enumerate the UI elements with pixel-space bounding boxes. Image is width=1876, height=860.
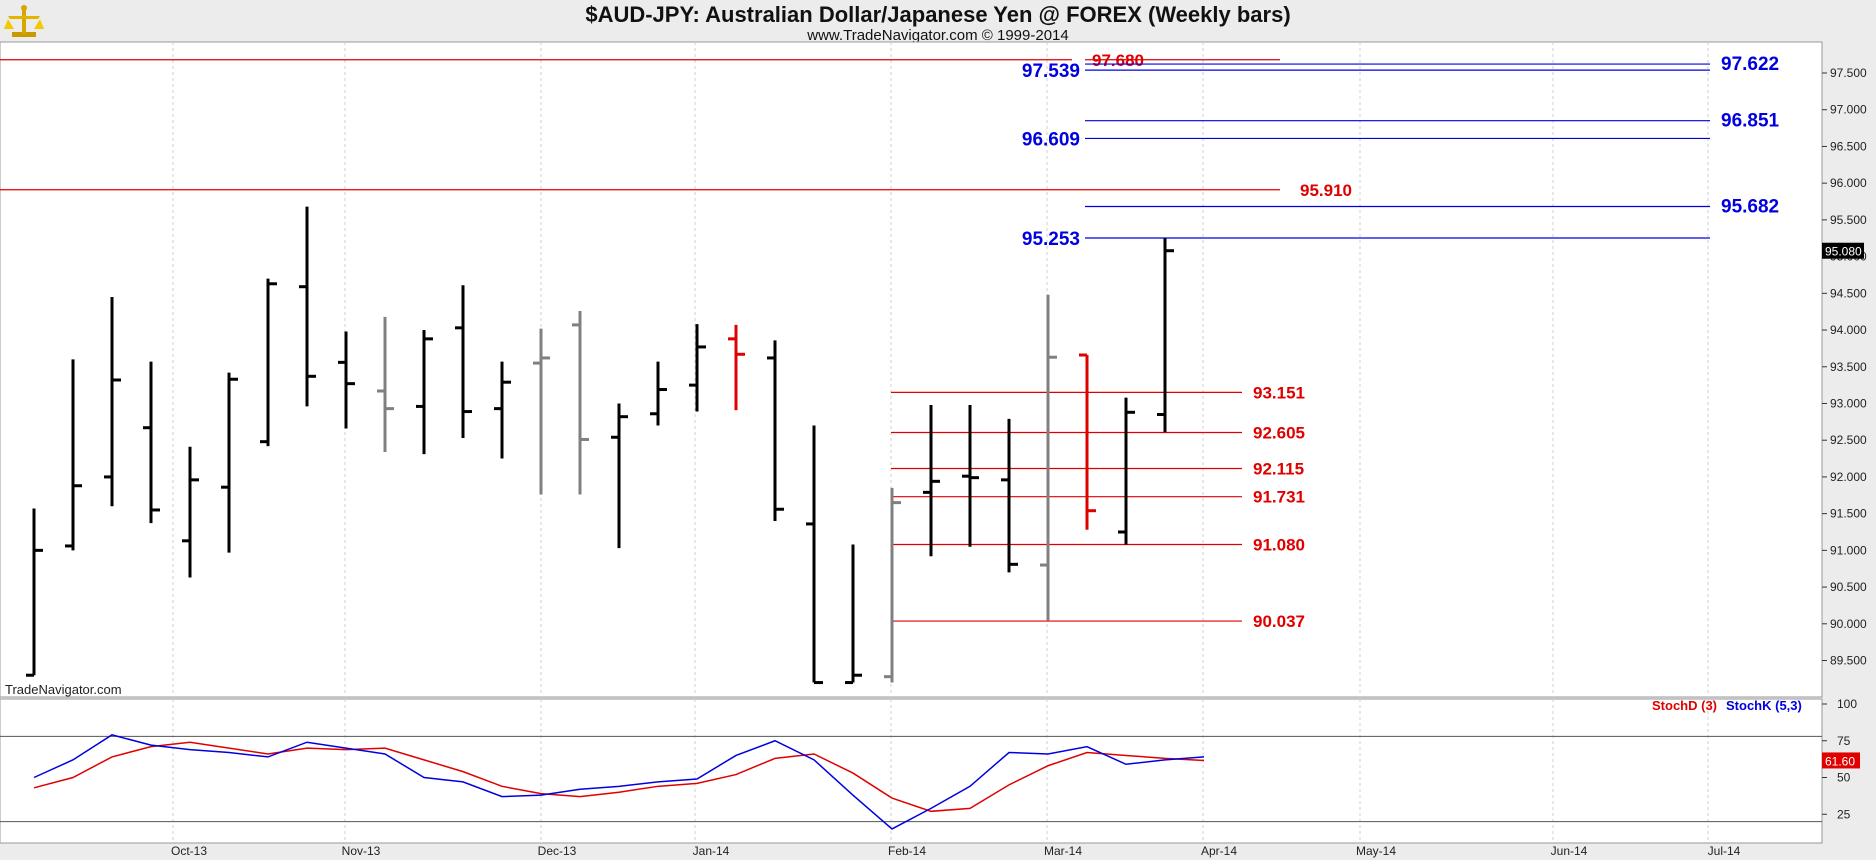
ohlc-bar — [377, 316, 394, 452]
stoch-last-value-label: 61.60 — [1825, 754, 1855, 768]
y-tick-label: 93.500 — [1830, 360, 1867, 374]
x-tick-label: Jan-14 — [693, 844, 730, 858]
ohlc-bar — [143, 361, 160, 524]
ohlc-bar — [1118, 397, 1135, 545]
fib-label-red: 95.910 — [1300, 181, 1352, 200]
ohlc-bar — [611, 403, 628, 549]
stoch-d-line — [33, 741, 1205, 813]
last-price-label: 95.080 — [1825, 245, 1862, 259]
y-tick-label: 92.500 — [1830, 433, 1867, 447]
x-tick-label: Feb-14 — [888, 844, 926, 858]
ohlc-bar — [572, 310, 589, 495]
y-tick-label: 89.500 — [1830, 654, 1867, 668]
ohlc-bar — [455, 285, 472, 438]
stoch-y-tick-label: 50 — [1837, 771, 1851, 785]
fib-label-blue: 97.539 — [1022, 61, 1080, 82]
ohlc-bar — [884, 487, 901, 683]
ohlc-bar — [299, 206, 316, 407]
x-tick-label: Apr-14 — [1201, 844, 1237, 858]
watermark-label: TradeNavigator.com — [5, 682, 122, 697]
y-tick-label: 96.500 — [1830, 139, 1867, 153]
y-tick-label: 95.500 — [1830, 213, 1867, 227]
ohlc-bar — [845, 544, 862, 685]
x-tick-label: Mar-14 — [1044, 844, 1082, 858]
ohlc-bar — [1001, 418, 1018, 573]
stoch-y-tick-label: 75 — [1837, 734, 1851, 748]
legend-stochk: StochK (5,3) — [1726, 698, 1802, 713]
fib-label-blue: 95.682 — [1721, 197, 1779, 218]
y-tick-label: 90.500 — [1830, 580, 1867, 594]
fib-label-red: 93.151 — [1253, 383, 1305, 402]
x-tick-label: Jul-14 — [1708, 844, 1741, 858]
stoch-last-value-tag — [1822, 752, 1860, 769]
ohlc-bar — [26, 508, 43, 677]
y-tick-label: 94.000 — [1830, 323, 1867, 337]
ohlc-bar — [182, 446, 199, 578]
ohlc-bar — [1157, 238, 1174, 433]
y-tick-label: 94.500 — [1830, 286, 1867, 300]
ohlc-bar — [767, 340, 784, 521]
stoch-y-tick-label: 100 — [1837, 697, 1857, 711]
ohlc-bar — [728, 324, 745, 411]
y-tick-label: 97.500 — [1830, 66, 1867, 80]
stoch-y-tick-label: 25 — [1837, 807, 1851, 821]
fib-label-blue: 96.609 — [1022, 129, 1080, 150]
x-tick-label: Dec-13 — [538, 844, 577, 858]
legend-stochd: StochD (3) — [1652, 698, 1717, 713]
x-tick-label: May-14 — [1356, 844, 1396, 858]
ohlc-bar — [416, 330, 433, 455]
ohlc-bar — [650, 361, 667, 426]
scales-logo-icon — [4, 5, 44, 37]
ohlc-bar — [923, 404, 940, 557]
last-price-tag — [1822, 242, 1864, 259]
x-tick-label: Oct-13 — [171, 844, 207, 858]
ohlc-bar — [1079, 353, 1096, 530]
y-tick-label: 90.000 — [1830, 617, 1867, 631]
ohlc-bar — [533, 328, 550, 495]
ohlc-bar — [689, 324, 706, 412]
y-tick-label: 91.000 — [1830, 543, 1867, 557]
fib-label-red: 92.605 — [1253, 423, 1305, 442]
ohlc-bar — [104, 296, 121, 507]
y-tick-label: 93.000 — [1830, 396, 1867, 410]
ohlc-bar — [962, 404, 979, 547]
fib-label-blue: 96.851 — [1721, 111, 1780, 132]
chart-title: $AUD-JPY: Australian Dollar/Japanese Yen… — [585, 2, 1291, 27]
chart-subtitle: www.TradeNavigator.com © 1999-2014 — [807, 27, 1069, 44]
fib-label-red: 91.731 — [1253, 488, 1305, 507]
y-tick-label: 96.000 — [1830, 176, 1867, 190]
price-panel — [0, 41, 1823, 698]
ohlc-bar — [65, 359, 82, 551]
ohlc-bar — [1040, 294, 1057, 621]
fib-label-red: 92.115 — [1253, 459, 1304, 478]
y-tick-label: 92.000 — [1830, 470, 1867, 484]
y-tick-label: 91.500 — [1830, 507, 1867, 521]
y-tick-label: 97.000 — [1830, 103, 1867, 117]
ohlc-bar — [260, 278, 277, 447]
fib-label-blue: 97.622 — [1721, 54, 1779, 75]
x-tick-label: Jun-14 — [1551, 844, 1588, 858]
fib-label-red: 90.037 — [1253, 612, 1305, 631]
ohlc-bar — [338, 331, 355, 429]
ohlc-bar — [221, 372, 238, 553]
stoch-k-line — [33, 734, 1205, 830]
ohlc-bar — [494, 361, 511, 459]
fib-label-blue: 95.253 — [1022, 229, 1080, 250]
ohlc-bar — [806, 425, 823, 685]
x-tick-label: Nov-13 — [342, 844, 381, 858]
fib-label-red: 91.080 — [1253, 535, 1305, 554]
